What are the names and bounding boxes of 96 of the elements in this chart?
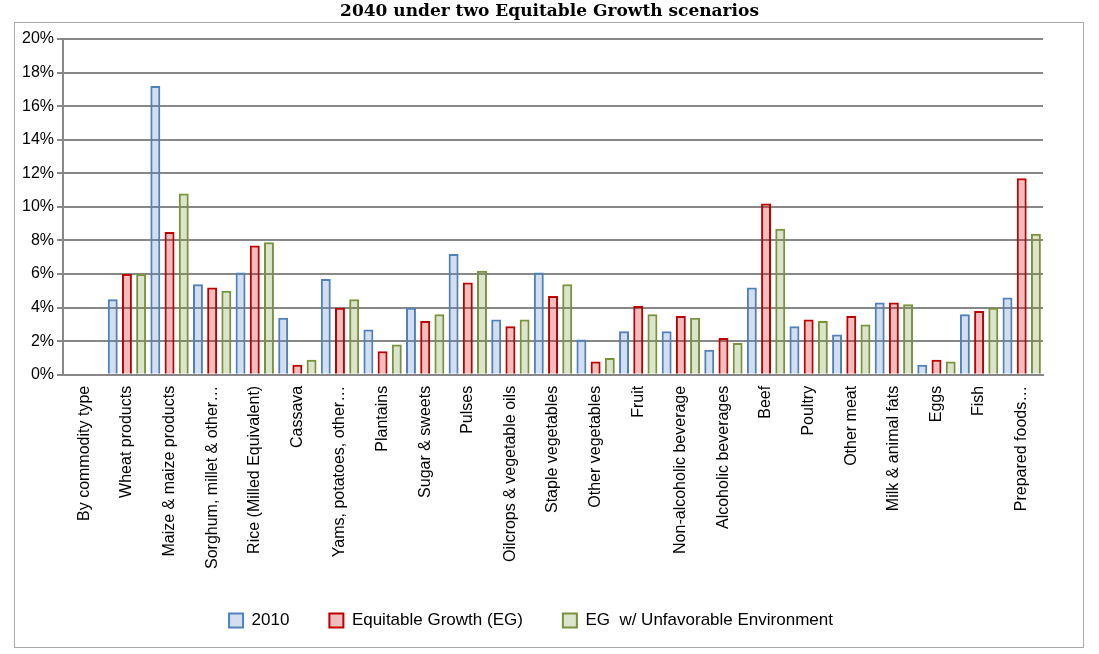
y-tick-label: 12% <box>21 163 55 181</box>
x-tick-label: Non-alcoholic beverage <box>671 385 689 554</box>
bar <box>150 86 161 374</box>
x-tick-label: Rice (Milled Equivalent) <box>245 385 263 554</box>
bar <box>562 284 573 374</box>
x-tick-label: Other vegetables <box>586 385 604 508</box>
bar <box>235 272 246 374</box>
bar <box>974 311 985 374</box>
bar <box>178 193 189 374</box>
bar <box>789 326 800 374</box>
x-tick-label: Pulses <box>458 385 476 434</box>
legend-label: Equitable Growth (EG) <box>351 610 523 630</box>
bar <box>363 329 374 374</box>
x-tick-label: Prepared foods… <box>1012 385 1030 512</box>
bar <box>988 307 999 374</box>
bar <box>136 274 147 374</box>
bar <box>775 228 786 374</box>
bar <box>221 290 232 374</box>
bar <box>121 274 132 374</box>
bar <box>576 339 587 374</box>
bar <box>761 203 772 374</box>
bar <box>107 299 118 374</box>
bar <box>349 299 360 374</box>
bar <box>1016 178 1027 374</box>
bar <box>817 321 828 374</box>
x-tick-label: Other meat <box>841 385 859 466</box>
bar <box>462 282 473 374</box>
x-tick-label: Milk & animal fats <box>884 385 902 512</box>
y-tick-label: 4% <box>30 298 55 316</box>
bar <box>391 344 402 374</box>
bar <box>505 326 516 374</box>
bar <box>732 342 743 374</box>
chart-title: 2040 under two Equitable Growth scenarios <box>339 0 760 20</box>
x-tick-label: Cassava <box>287 385 305 449</box>
bar <box>690 317 701 374</box>
legend-label: 2010 <box>251 610 290 630</box>
bar <box>320 279 331 374</box>
x-tick-label: Staple vegetables <box>543 385 561 514</box>
bar <box>661 331 672 374</box>
y-tick-label: 2% <box>30 331 55 349</box>
bar <box>548 295 558 374</box>
bar <box>704 349 715 374</box>
bar <box>448 253 459 374</box>
bar <box>377 351 388 374</box>
bar <box>249 245 260 374</box>
bar <box>888 302 899 374</box>
x-tick-label: Wheat products <box>117 385 135 498</box>
x-tick-label: Oilcrops & vegetable oils <box>500 385 518 562</box>
x-tick-label: Plantains <box>372 385 390 452</box>
x-tick-label: Maize & maize products <box>159 385 177 557</box>
bar <box>420 321 431 374</box>
x-tick-label: By commodity type <box>74 385 92 521</box>
x-tick-label: Sorghum, millet & other… <box>202 385 220 570</box>
bar <box>335 307 345 374</box>
y-tick-label: 8% <box>30 230 55 248</box>
bar <box>718 337 729 374</box>
y-tick-label: 6% <box>30 264 55 282</box>
x-tick-label: Poultry <box>799 385 817 436</box>
y-tick-label: 0% <box>30 365 55 383</box>
legend-label: EG w/ Unfavorable Environment <box>585 610 834 630</box>
bar <box>803 319 814 374</box>
bar <box>619 331 629 374</box>
x-tick-label: Eggs <box>926 385 944 423</box>
bar <box>675 316 686 374</box>
x-tick-label: Beef <box>756 385 774 419</box>
y-tick-label: 20% <box>21 29 55 47</box>
bar <box>278 317 289 374</box>
y-tick-label: 14% <box>21 130 55 148</box>
y-tick-label: 18% <box>21 62 55 80</box>
bar <box>860 324 871 374</box>
y-tick-label: 16% <box>21 96 55 114</box>
bar <box>164 232 175 374</box>
bar <box>491 319 502 374</box>
bar <box>477 270 487 374</box>
bar <box>903 304 914 374</box>
y-tick-label: 10% <box>21 197 55 215</box>
x-tick-label: Yams, potatoes, other… <box>330 385 348 558</box>
bar <box>519 319 530 374</box>
bar <box>633 305 644 374</box>
x-tick-label: Fruit <box>628 385 646 418</box>
bar <box>959 314 970 374</box>
x-tick-label: Sugar & sweets <box>415 385 433 498</box>
bar <box>192 284 203 374</box>
bar <box>263 242 274 374</box>
bar <box>874 302 885 374</box>
bar <box>846 316 857 374</box>
bar <box>1030 233 1041 374</box>
bar <box>406 307 416 374</box>
bar <box>434 314 445 374</box>
bar <box>832 334 843 374</box>
bar <box>746 287 757 374</box>
bar <box>207 287 218 374</box>
x-tick-label: Alcoholic beverages <box>713 385 731 530</box>
bar <box>647 314 658 374</box>
x-tick-label: Fish <box>969 385 987 417</box>
bar <box>533 272 544 374</box>
